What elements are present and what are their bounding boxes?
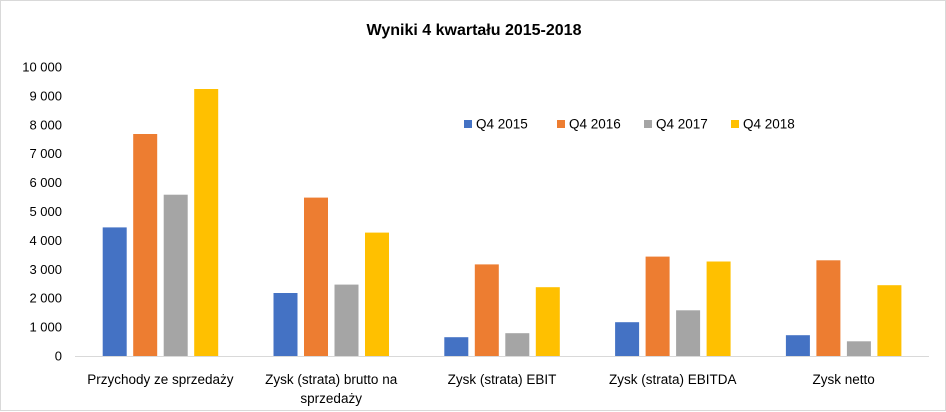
axis-layer: 0 1 000 2 000 3 000 4 000 5 000 6 000 7 000 8 00… [22, 60, 929, 364]
bar [877, 285, 902, 356]
legend-swatch [644, 120, 652, 128]
bar [102, 227, 127, 356]
legend-label: Q4 2018 [743, 117, 795, 132]
bar [474, 264, 499, 356]
y-tick-label: 8 000 [29, 117, 62, 132]
y-tick-label: 6 000 [29, 175, 62, 190]
bar [273, 293, 298, 356]
category-label: Przychody ze sprzedaży [87, 372, 234, 387]
category-labels: Przychody ze sprzedaży Zysk (strata) brut… [87, 372, 874, 406]
bar [706, 261, 731, 356]
category-label: sprzedaży [300, 391, 362, 406]
y-tick-label: 2 000 [29, 291, 62, 306]
bar [334, 284, 359, 356]
bar [444, 337, 469, 356]
chart-title: Wyniki 4 kwartału 2015-2018 [367, 22, 582, 39]
bar [505, 333, 530, 356]
y-tick-label: 1 000 [29, 320, 62, 335]
y-tick-label: 3 000 [29, 262, 62, 277]
bar [676, 310, 701, 356]
y-tick-label: 10 000 [22, 60, 62, 75]
category-label: Zysk (strata) EBITDA [609, 372, 737, 387]
legend-label: Q4 2016 [569, 117, 621, 132]
bar [365, 232, 389, 356]
bar [304, 197, 328, 356]
y-tick-label: 0 [55, 349, 62, 364]
y-tick-label: 4 000 [29, 233, 62, 248]
bar [846, 341, 871, 356]
category-label: Zysk (strata) brutto na [265, 372, 398, 387]
bar [194, 89, 219, 356]
legend-label: Q4 2017 [656, 117, 708, 132]
y-tick-label: 9 000 [29, 88, 62, 103]
legend: Q4 2015 Q4 2016 Q4 2017 Q4 2018 [464, 117, 795, 132]
y-tick-label: 5 000 [29, 204, 62, 219]
bar [615, 322, 640, 356]
bar [163, 194, 188, 356]
category-label: Zysk netto [812, 372, 874, 387]
bar [816, 260, 841, 356]
legend-swatch [464, 120, 472, 128]
bar [785, 335, 810, 356]
legend-label: Q4 2015 [476, 117, 528, 132]
legend-swatch [557, 120, 565, 128]
y-tick-label: 7 000 [29, 146, 62, 161]
category-label: Zysk (strata) EBIT [448, 372, 557, 387]
legend-swatch [731, 120, 739, 128]
bar [535, 287, 560, 356]
bars-layer [102, 89, 902, 356]
bar [645, 256, 670, 356]
bar [133, 134, 158, 356]
